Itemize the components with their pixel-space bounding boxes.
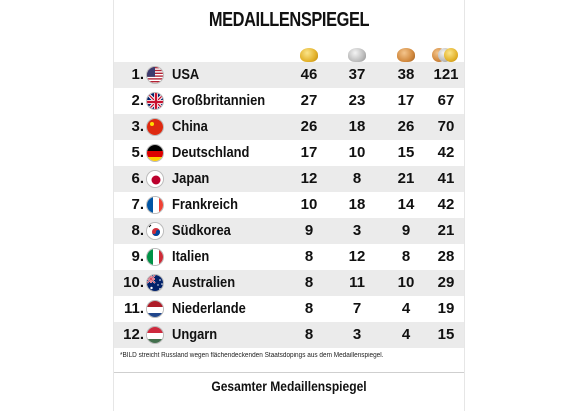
de-flag-icon [146, 144, 164, 162]
rank: 7. [131, 196, 144, 213]
country-name: Deutschland [172, 144, 250, 161]
silver-medal-icon [348, 48, 366, 62]
silver-count: 10 [348, 144, 366, 161]
silver-count: 23 [348, 92, 366, 109]
medal-table-card: MEDAILLENSPIEGEL 1. USA 46 37 38 121 2. Großbri… [113, 0, 465, 411]
gold-count: 10 [300, 196, 318, 213]
table-row: 1. USA 46 37 38 121 [114, 62, 464, 88]
country-name: USA [172, 66, 200, 83]
table-row: 12. Ungarn 8 3 4 15 [114, 322, 464, 348]
bronze-count: 14 [397, 196, 415, 213]
gold-count: 8 [304, 326, 314, 343]
full-medal-table-link[interactable]: Gesamter Medaillenspiegel [211, 378, 367, 394]
silver-count: 37 [348, 66, 366, 83]
gold-count: 27 [300, 92, 318, 109]
table-row: 9. Italien 8 12 8 28 [114, 244, 464, 270]
table-row: 7. Frankreich 10 18 14 42 [114, 192, 464, 218]
gold-count: 26 [300, 118, 318, 135]
fr-flag-icon [146, 196, 164, 214]
total-count: 67 [437, 92, 455, 109]
rank: 10. [123, 274, 144, 291]
bronze-count: 21 [397, 170, 415, 187]
gold-medal-icon [300, 48, 318, 62]
rank: 5. [131, 144, 144, 161]
bronze-count: 17 [397, 92, 415, 109]
total-count: 29 [437, 274, 455, 291]
bronze-count: 4 [401, 300, 411, 317]
rank: 3. [131, 118, 144, 135]
rank: 8. [131, 222, 144, 239]
rank: 11. [123, 300, 144, 317]
table-row: 11. Niederlande 8 7 4 19 [114, 296, 464, 322]
rank: 2. [131, 92, 144, 109]
silver-count: 11 [349, 274, 365, 291]
gold-count: 46 [300, 66, 318, 83]
table-row: 2. Großbritannien 27 23 17 67 [114, 88, 464, 114]
rank: 1. [131, 66, 144, 83]
footnote: *BILD streicht Russland wegen flächendec… [120, 352, 384, 359]
total-count: 41 [437, 170, 455, 187]
silver-count: 18 [348, 196, 366, 213]
total-count: 28 [437, 248, 455, 265]
bronze-count: 38 [397, 66, 415, 83]
silver-count: 7 [352, 300, 362, 317]
gold-count: 8 [304, 274, 314, 291]
gold-count: 8 [304, 300, 314, 317]
medal-table: 1. USA 46 37 38 121 2. Großbritannien 27 23 17 67 3.… [114, 62, 464, 348]
gold-count: 12 [300, 170, 318, 187]
gold-count: 8 [304, 248, 314, 265]
it-flag-icon [146, 248, 164, 266]
bronze-count: 26 [397, 118, 415, 135]
country-name: Frankreich [172, 196, 238, 213]
gold-count: 9 [304, 222, 314, 239]
bronze-count: 4 [401, 326, 411, 343]
total-count: 42 [437, 144, 455, 161]
total-count: 21 [437, 222, 455, 239]
country-name: Niederlande [172, 300, 246, 317]
country-name: Australien [172, 274, 236, 291]
total-medals-icon [432, 48, 458, 62]
hu-flag-icon [146, 326, 164, 344]
table-row: 5. Deutschland 17 10 15 42 [114, 140, 464, 166]
total-count: 42 [437, 196, 455, 213]
bronze-count: 15 [397, 144, 415, 161]
country-name: Italien [172, 248, 210, 265]
rank: 6. [131, 170, 144, 187]
total-count: 19 [437, 300, 455, 317]
country-name: Japan [172, 170, 210, 187]
gold-count: 17 [300, 144, 318, 161]
rank: 9. [131, 248, 144, 265]
bronze-count: 10 [397, 274, 415, 291]
page-title: MEDAILLENSPIEGEL [208, 9, 370, 31]
silver-count: 8 [352, 170, 362, 187]
kr-flag-icon [146, 222, 164, 240]
table-row: 10. Australien 8 11 10 29 [114, 270, 464, 296]
bronze-count: 9 [401, 222, 411, 239]
medal-header [114, 46, 464, 64]
country-name: Ungarn [172, 326, 218, 343]
total-count: 15 [437, 326, 455, 343]
bronze-count: 8 [401, 248, 411, 265]
country-name: Großbritannien [172, 92, 266, 109]
total-count: 121 [433, 66, 459, 83]
table-row: 8. Südkorea 9 3 9 21 [114, 218, 464, 244]
country-name: Südkorea [172, 222, 231, 239]
cn-flag-icon [146, 118, 164, 136]
table-row: 6. Japan 12 8 21 41 [114, 166, 464, 192]
bronze-medal-icon [397, 48, 415, 62]
silver-count: 18 [348, 118, 366, 135]
country-name: China [172, 118, 208, 135]
us-flag-icon [146, 66, 164, 84]
table-row: 3. China 26 18 26 70 [114, 114, 464, 140]
silver-count: 3 [352, 326, 362, 343]
nl-flag-icon [146, 300, 164, 318]
gb-flag-icon [146, 92, 164, 110]
total-count: 70 [437, 118, 455, 135]
au-flag-icon [146, 274, 164, 292]
rank: 12. [123, 326, 144, 343]
divider [114, 372, 464, 373]
silver-count: 3 [352, 222, 362, 239]
jp-flag-icon [146, 170, 164, 188]
silver-count: 12 [348, 248, 366, 265]
